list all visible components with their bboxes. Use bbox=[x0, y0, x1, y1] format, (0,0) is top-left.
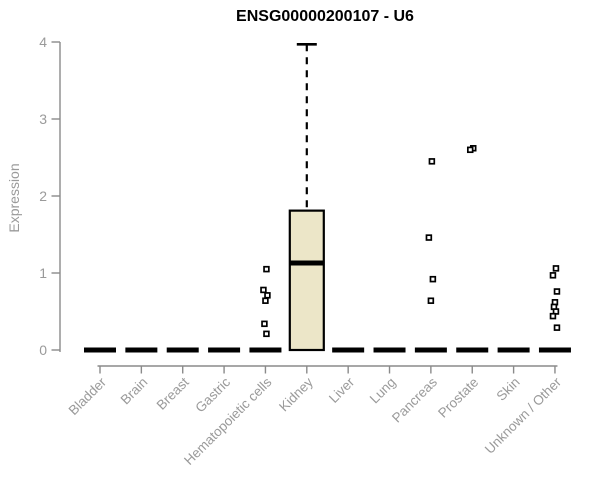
y-tick-label: 2 bbox=[39, 188, 47, 204]
x-tick-label: Bladder bbox=[66, 374, 110, 418]
box-unknown-other bbox=[538, 347, 571, 353]
box-pancreas bbox=[414, 347, 447, 353]
outlier-point bbox=[428, 158, 436, 165]
x-tick-label: Prostate bbox=[435, 375, 481, 421]
x-tick-label: Gastric bbox=[192, 374, 233, 415]
outlier-point bbox=[552, 265, 560, 272]
y-tick-label: 1 bbox=[39, 265, 47, 281]
outlier-point bbox=[264, 292, 271, 299]
box-gastric bbox=[208, 347, 241, 353]
x-tick-label: Lung bbox=[367, 375, 399, 407]
x-tick-label: Brain bbox=[118, 375, 151, 408]
y-tick-label: 3 bbox=[39, 111, 47, 127]
box-kidney bbox=[288, 209, 325, 352]
outlier-point bbox=[425, 234, 433, 241]
x-tick-label: Skin bbox=[494, 375, 523, 404]
box-liver bbox=[332, 347, 365, 353]
chart-title: ENSG00000200107 - U6 bbox=[236, 8, 414, 25]
y-tick-label: 4 bbox=[39, 34, 47, 50]
box-lung bbox=[373, 347, 406, 353]
outlier-point bbox=[553, 288, 561, 295]
x-tick-label: Unknown / Other bbox=[482, 374, 565, 457]
box-bladder bbox=[84, 347, 116, 353]
x-tick-label: Liver bbox=[326, 374, 358, 406]
x-tick-label: Kidney bbox=[276, 374, 316, 414]
box-hematopoietic-cells bbox=[249, 347, 282, 353]
outlier-point bbox=[429, 275, 437, 283]
outlier-point bbox=[260, 286, 267, 294]
outlier-point bbox=[549, 312, 557, 320]
outlier-point bbox=[466, 146, 474, 154]
outlier-point bbox=[261, 320, 268, 328]
outlier-point bbox=[427, 297, 435, 304]
y-tick-label: 0 bbox=[39, 342, 47, 358]
box-brain bbox=[125, 347, 158, 353]
outlier-point bbox=[549, 272, 557, 279]
box-prostate bbox=[456, 347, 489, 353]
x-tick-label: Breast bbox=[154, 374, 192, 412]
box-skin bbox=[497, 347, 530, 353]
box-breast bbox=[166, 347, 199, 353]
outlier-point bbox=[262, 297, 269, 304]
x-tick-label: Pancreas bbox=[389, 374, 440, 425]
outlier-point bbox=[263, 330, 270, 338]
outlier-point bbox=[263, 265, 270, 273]
outlier-point bbox=[553, 324, 561, 331]
